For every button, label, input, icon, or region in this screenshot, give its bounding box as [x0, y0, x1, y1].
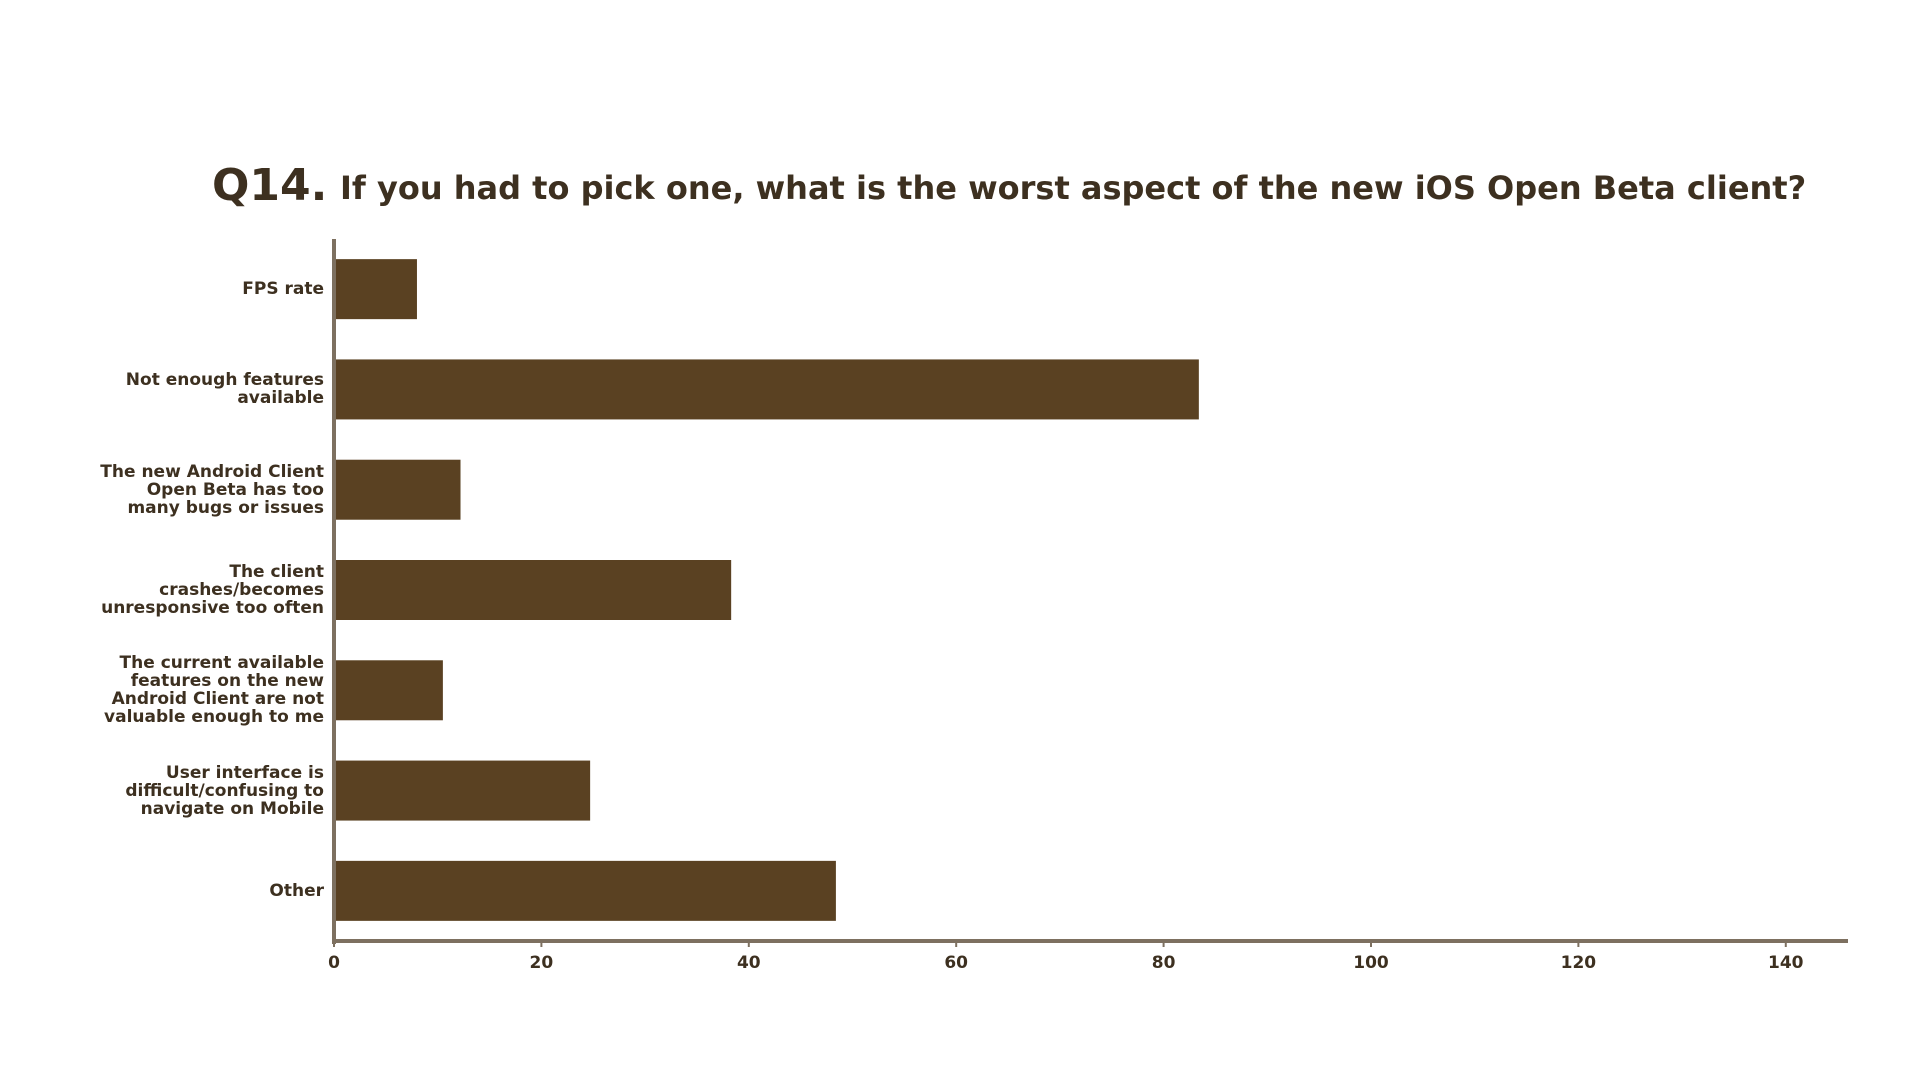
bar [334, 660, 443, 721]
bar [334, 860, 836, 921]
chart-title-prefix: Q14. [212, 160, 327, 211]
x-tick-label: 0 [328, 953, 340, 973]
y-tick-label: User interface is difficult/confusing to… [125, 762, 324, 819]
x-tick-label: 20 [530, 953, 554, 973]
bar [334, 359, 1199, 420]
y-tick-label: The new Android Client Open Beta has too… [100, 461, 324, 518]
x-tick-label: 100 [1353, 953, 1389, 973]
bar [334, 560, 732, 620]
y-tick-label: Not enough features available [125, 370, 324, 409]
x-tick-label: 120 [1561, 953, 1597, 973]
bar [334, 259, 417, 320]
bar [334, 459, 461, 520]
chart-title: If you had to pick one, what is the wors… [340, 169, 1806, 207]
x-tick-label: 60 [944, 953, 968, 973]
x-tick-label: 80 [1152, 953, 1176, 973]
y-tick-label: The current available features on the ne… [104, 653, 324, 728]
y-tick-label: Other [269, 880, 324, 901]
x-tick-label: 140 [1768, 953, 1804, 973]
y-tick-label: FPS rate [242, 279, 324, 300]
bar [334, 760, 591, 821]
y-tick-label: The client crashes/becomes unresponsive … [101, 562, 324, 618]
x-tick-label: 40 [737, 953, 761, 973]
